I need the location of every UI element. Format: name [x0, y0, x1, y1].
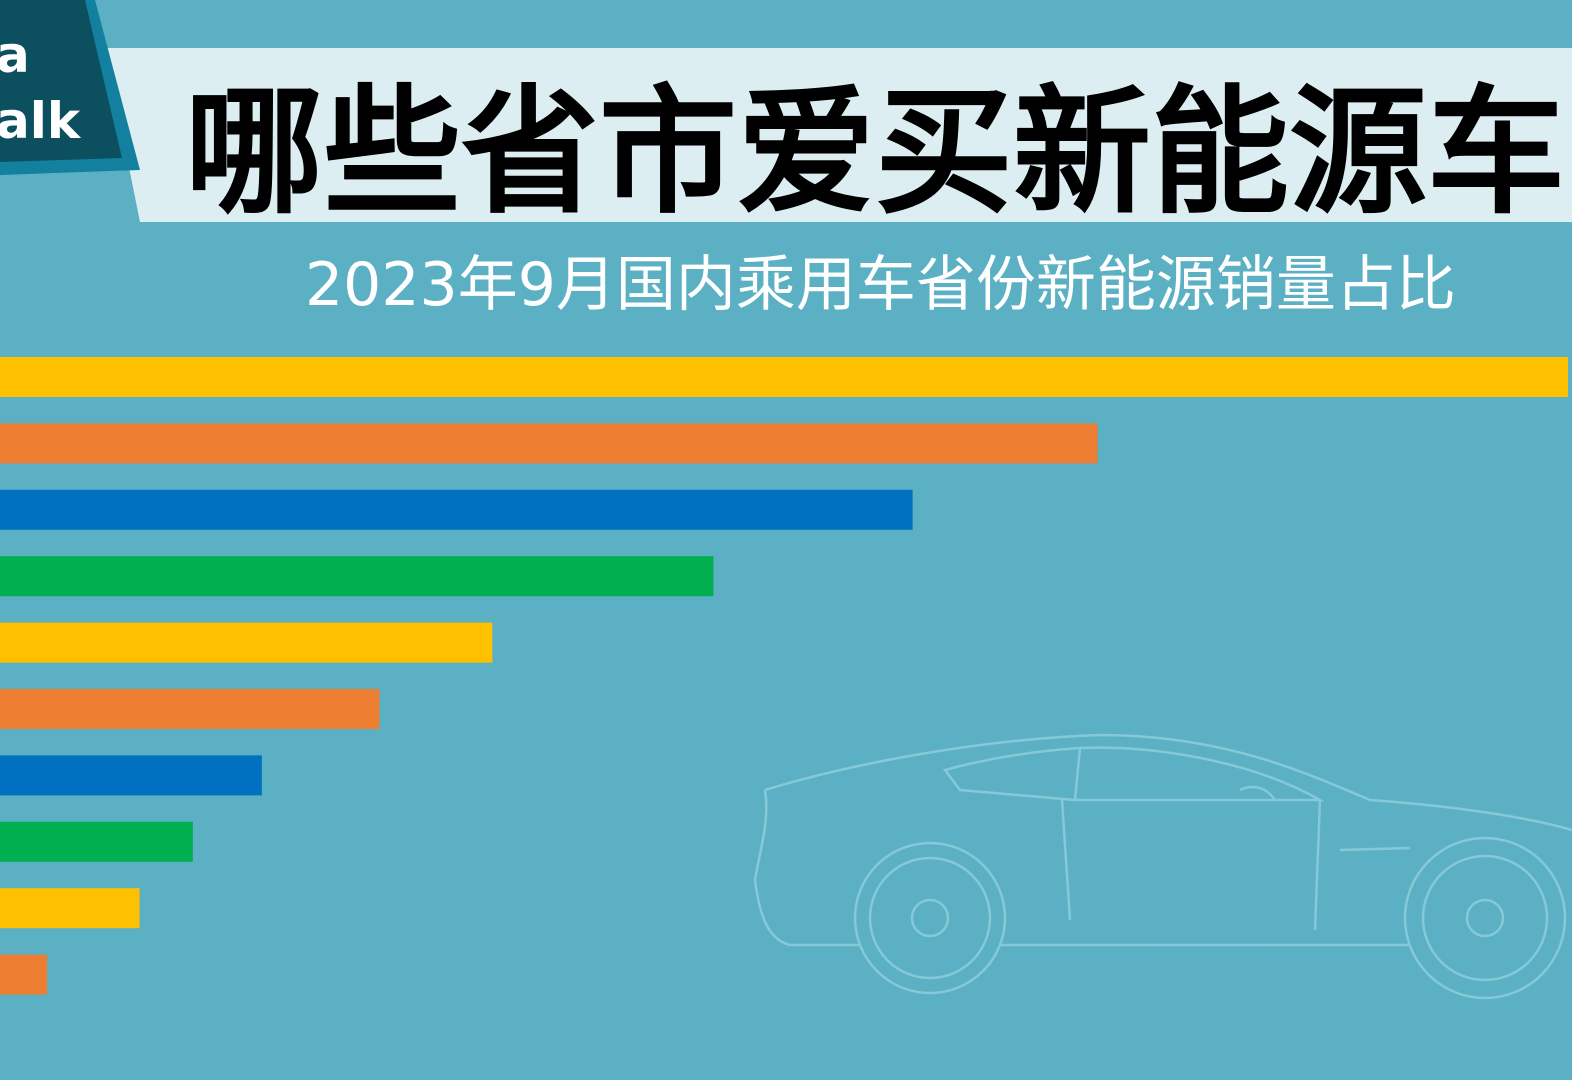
bar	[0, 954, 48, 995]
chart-title: 哪些省市爱买新能源车	[185, 72, 1565, 233]
badge-text: alk	[0, 92, 82, 150]
title-banner	[105, 48, 1572, 222]
bar	[0, 755, 262, 796]
bar	[0, 622, 493, 663]
badge	[0, 0, 122, 162]
bar	[0, 556, 714, 597]
bar	[0, 689, 380, 729]
badge-text: a	[0, 26, 30, 84]
bar	[0, 489, 913, 530]
bar	[0, 357, 1568, 397]
bar	[0, 423, 1098, 464]
chart-subtitle: 2023年9月国内乘用车省份新能源销量占比	[305, 250, 1456, 320]
car-illustration	[753, 733, 1572, 1000]
bar	[0, 888, 140, 929]
bar	[0, 821, 193, 862]
